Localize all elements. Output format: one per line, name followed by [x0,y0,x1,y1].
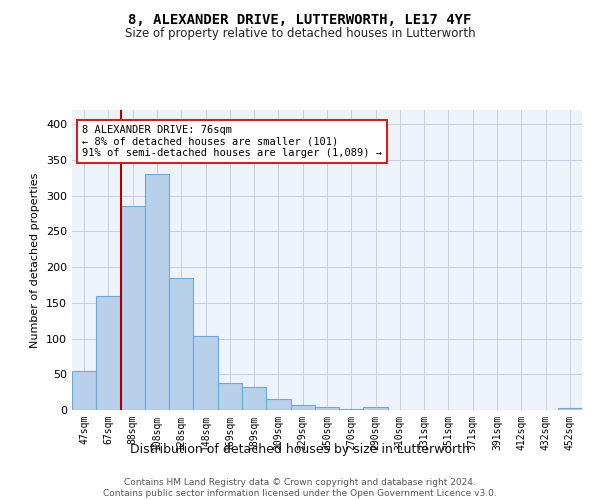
Y-axis label: Number of detached properties: Number of detached properties [31,172,40,348]
Text: Size of property relative to detached houses in Lutterworth: Size of property relative to detached ho… [125,28,475,40]
Text: 8, ALEXANDER DRIVE, LUTTERWORTH, LE17 4YF: 8, ALEXANDER DRIVE, LUTTERWORTH, LE17 4Y… [128,12,472,26]
Text: Contains HM Land Registry data © Crown copyright and database right 2024.
Contai: Contains HM Land Registry data © Crown c… [103,478,497,498]
Bar [290,405,315,410]
Bar [169,278,193,410]
Bar [315,407,339,410]
Bar [242,387,266,410]
Bar [364,407,388,410]
Text: 8 ALEXANDER DRIVE: 76sqm
← 8% of detached houses are smaller (101)
91% of semi-d: 8 ALEXANDER DRIVE: 76sqm ← 8% of detache… [82,125,382,158]
Bar [218,383,242,410]
Bar [121,206,145,410]
Bar [558,408,582,410]
Bar [96,296,121,410]
Bar [339,408,364,410]
Bar [266,400,290,410]
Bar [193,336,218,410]
Bar [72,370,96,410]
Text: Distribution of detached houses by size in Lutterworth: Distribution of detached houses by size … [130,442,470,456]
Bar [145,174,169,410]
